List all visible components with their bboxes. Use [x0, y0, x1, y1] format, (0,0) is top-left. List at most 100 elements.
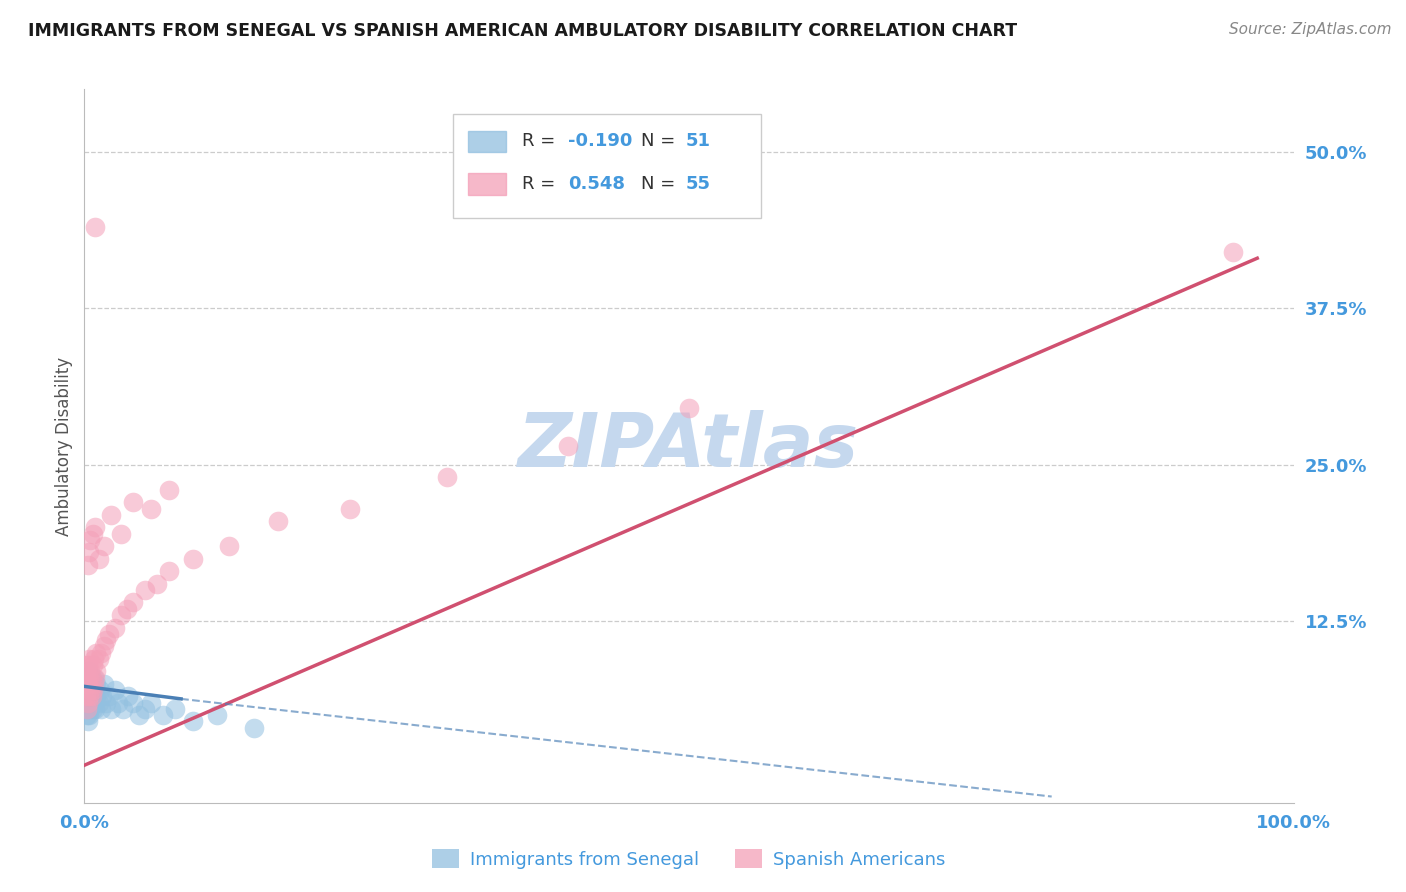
Point	[86, 690, 108, 704]
Point	[139, 696, 162, 710]
Text: R =: R =	[522, 175, 561, 193]
Point	[79, 702, 101, 716]
Point	[83, 696, 105, 710]
Point	[165, 702, 187, 716]
Bar	[468, 130, 506, 152]
Point	[80, 690, 103, 704]
Point	[86, 665, 108, 679]
Point	[76, 677, 98, 691]
Text: N =: N =	[641, 175, 681, 193]
Point	[100, 508, 122, 522]
Point	[436, 470, 458, 484]
Point	[1222, 244, 1244, 259]
Point	[121, 696, 143, 710]
Point	[115, 601, 138, 615]
Point	[75, 677, 97, 691]
Point	[157, 483, 180, 497]
Point	[79, 677, 101, 691]
Point	[82, 677, 104, 691]
Point	[77, 665, 100, 679]
Text: IMMIGRANTS FROM SENEGAL VS SPANISH AMERICAN AMBULATORY DISABILITY CORRELATION CH: IMMIGRANTS FROM SENEGAL VS SPANISH AMERI…	[28, 22, 1018, 40]
Point	[84, 219, 107, 234]
Point	[80, 671, 103, 685]
Legend: Immigrants from Senegal, Spanish Americans: Immigrants from Senegal, Spanish America…	[425, 842, 953, 876]
Point	[80, 671, 103, 685]
Point	[207, 708, 229, 723]
Point	[77, 690, 100, 704]
Point	[110, 526, 132, 541]
Point	[100, 702, 122, 716]
Point	[139, 501, 162, 516]
Point	[87, 696, 110, 710]
Point	[146, 576, 169, 591]
Point	[152, 708, 174, 723]
Point	[104, 621, 127, 635]
Point	[339, 501, 361, 516]
Point	[77, 714, 100, 729]
Point	[76, 702, 98, 716]
Text: 55: 55	[685, 175, 710, 193]
Point	[112, 702, 135, 716]
Point	[76, 683, 98, 698]
Text: R =: R =	[522, 132, 561, 150]
Point	[75, 671, 97, 685]
Point	[83, 671, 105, 685]
Point	[87, 652, 110, 666]
Point	[93, 539, 115, 553]
Point	[79, 690, 101, 704]
FancyBboxPatch shape	[453, 114, 762, 218]
Point	[79, 665, 101, 679]
Point	[77, 708, 100, 723]
Y-axis label: Ambulatory Disability: Ambulatory Disability	[55, 357, 73, 535]
Point	[86, 646, 108, 660]
Point	[77, 677, 100, 691]
Point	[93, 640, 115, 654]
Point	[77, 652, 100, 666]
Point	[77, 696, 100, 710]
Point	[77, 702, 100, 716]
Point	[97, 627, 120, 641]
Point	[557, 439, 579, 453]
Point	[110, 607, 132, 622]
Point	[75, 690, 97, 704]
Point	[134, 702, 156, 716]
Point	[94, 696, 117, 710]
Point	[678, 401, 700, 416]
Point	[77, 683, 100, 698]
Point	[79, 533, 101, 547]
Point	[77, 671, 100, 685]
Point	[77, 690, 100, 704]
Bar	[468, 173, 506, 194]
Point	[83, 677, 105, 691]
Point	[93, 677, 115, 691]
Point	[91, 690, 114, 704]
Point	[76, 708, 98, 723]
Point	[107, 696, 129, 710]
Point	[82, 658, 104, 673]
Point	[90, 646, 112, 660]
Point	[77, 677, 100, 691]
Point	[76, 696, 98, 710]
Point	[181, 714, 204, 729]
Point	[128, 708, 150, 723]
Point	[77, 558, 100, 572]
Point	[76, 658, 98, 673]
Point	[84, 683, 107, 698]
Point	[97, 690, 120, 704]
Point	[77, 696, 100, 710]
Point	[84, 702, 107, 716]
Point	[134, 582, 156, 597]
Point	[218, 539, 240, 553]
Point	[77, 671, 100, 685]
Point	[242, 721, 264, 735]
Point	[82, 526, 104, 541]
Point	[76, 671, 98, 685]
Point	[90, 702, 112, 716]
Text: ZIPAtlas: ZIPAtlas	[519, 409, 859, 483]
Point	[82, 702, 104, 716]
Point	[80, 696, 103, 710]
Text: -0.190: -0.190	[568, 132, 633, 150]
Point	[84, 520, 107, 534]
Text: N =: N =	[641, 132, 681, 150]
Point	[121, 495, 143, 509]
